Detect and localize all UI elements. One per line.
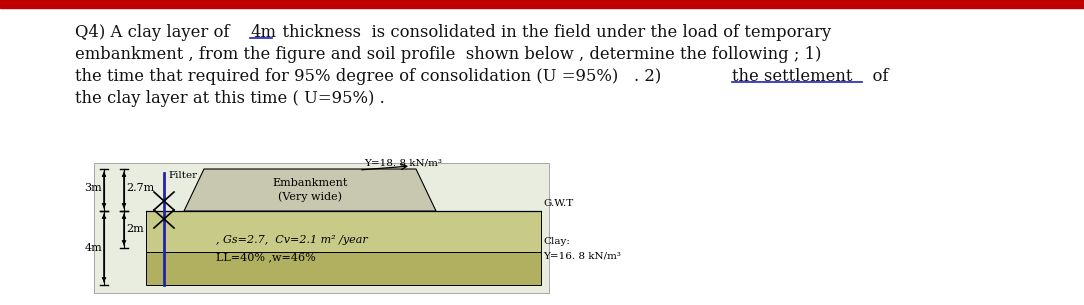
Text: 4m: 4m bbox=[250, 24, 276, 41]
Text: G.W.T: G.W.T bbox=[543, 199, 573, 208]
Bar bbox=[146, 211, 541, 252]
Text: the time that required for 95% degree of consolidation (U =95%)   . 2): the time that required for 95% degree of… bbox=[75, 68, 667, 85]
Text: the clay layer at this time ( U=95%) .: the clay layer at this time ( U=95%) . bbox=[75, 90, 385, 107]
Text: Y=16. 8 kN/m³: Y=16. 8 kN/m³ bbox=[543, 252, 621, 260]
Text: Y=18. 8 kN/m³: Y=18. 8 kN/m³ bbox=[364, 158, 442, 167]
Text: 4m: 4m bbox=[85, 243, 102, 253]
Text: Filter: Filter bbox=[168, 171, 197, 180]
Text: 3m: 3m bbox=[85, 183, 102, 193]
Bar bbox=[146, 252, 541, 285]
Text: Q4) A clay layer of: Q4) A clay layer of bbox=[75, 24, 235, 41]
Text: Embankment
(Very wide): Embankment (Very wide) bbox=[272, 178, 348, 203]
Text: thickness  is consolidated in the field under the load of temporary: thickness is consolidated in the field u… bbox=[272, 24, 831, 41]
Polygon shape bbox=[184, 169, 436, 211]
Text: 2m: 2m bbox=[126, 224, 144, 235]
Text: LL=40% ,w=46%: LL=40% ,w=46% bbox=[216, 252, 315, 262]
Text: 2.7m: 2.7m bbox=[126, 183, 154, 193]
Bar bbox=[94, 163, 549, 293]
Bar bbox=[0, 0, 1084, 8]
Text: embankment , from the figure and soil profile  shown below , determine the follo: embankment , from the figure and soil pr… bbox=[75, 46, 822, 63]
Text: , Gs=2.7,  Cv=2.1 m² /year: , Gs=2.7, Cv=2.1 m² /year bbox=[216, 235, 367, 245]
Text: Clay:: Clay: bbox=[543, 238, 570, 246]
Text: of: of bbox=[862, 68, 889, 85]
Text: the settlement: the settlement bbox=[732, 68, 852, 85]
